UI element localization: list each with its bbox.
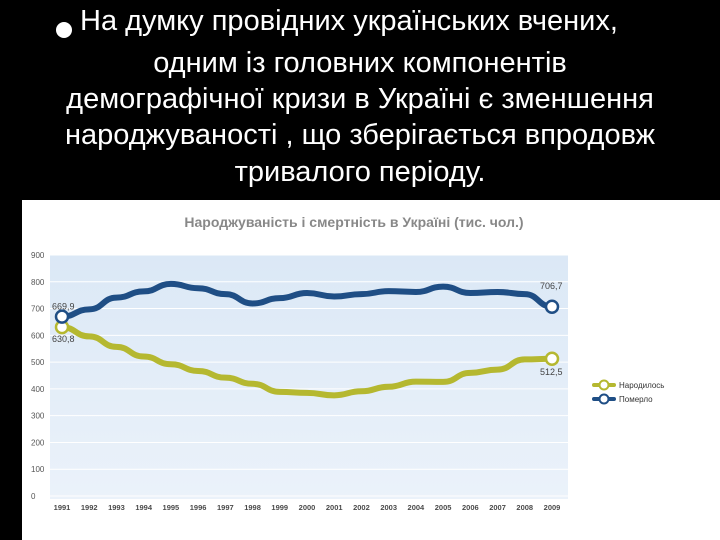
legend-marker [598,393,610,405]
y-tick-label: 0 [31,492,36,501]
x-tick-label: 2004 [408,503,426,512]
grid-lines [50,254,568,497]
y-axis-ticks: 900 800 700 600 500 400 300 200 100 0 [31,251,45,501]
x-tick-label: 1994 [135,503,153,512]
slide-text-line-4: народжуваності , що зберігається впродов… [64,119,656,151]
x-tick-label: 2007 [489,503,506,512]
chart-title: Народжуваність і смертність в Україні (т… [184,214,523,230]
x-tick-label: 2002 [353,503,370,512]
bullet-dot-icon [56,22,72,38]
legend: Народилось Померло [592,379,664,405]
x-tick-label: 2009 [544,503,561,512]
chart-panel: Народжуваність і смертність в Україні (т… [22,200,720,540]
slide-text-line-2: одним із головних компонентів [153,47,567,79]
end-value-label: 706,7 [540,281,563,291]
legend-label: Народилось [619,381,664,390]
x-axis-ticks: 1991 1992 1993 1994 1995 1996 1997 1998 1999 2000… [54,503,561,512]
end-value-label: 512,5 [540,367,563,377]
chart-svg: Народжуваність і смертність в Україні (т… [31,214,664,512]
y-tick-label: 900 [31,251,45,260]
y-tick-label: 800 [31,278,45,287]
series-layer [54,280,560,399]
slide-text-line-3: демографічної кризи в Україні є зменшенн… [66,83,654,115]
x-tick-label: 2001 [326,503,343,512]
x-tick-label: 2006 [462,503,479,512]
legend-marker [598,379,610,391]
start-value-label: 630,8 [52,334,75,344]
y-tick-label: 600 [31,331,45,340]
endpoint-marker [54,309,70,324]
x-tick-label: 2003 [380,503,397,512]
y-tick-label: 100 [31,465,45,474]
endpoint-marker [544,299,560,315]
x-tick-label: 1998 [244,503,261,512]
y-tick-label: 400 [31,385,45,394]
x-tick-label: 2008 [516,503,533,512]
data-labels: 630,8 512,5 669,9 706,7 [52,281,563,377]
y-tick-label: 300 [31,412,45,421]
slide-text: На думку провідних українських вчених, о… [0,0,720,200]
x-tick-label: 2000 [299,503,316,512]
start-value-label: 669,9 [52,302,75,312]
slide-text-line-5: тривалого періоду. [234,156,486,188]
x-tick-label: 1997 [217,503,234,512]
y-tick-label: 700 [31,305,45,314]
x-tick-label: 1993 [108,503,125,512]
endpoint-marker [544,351,560,367]
slide-text-line-1: На думку провідних українських вчених, [80,5,618,37]
x-tick-label: 2005 [435,503,452,512]
x-tick-label: 1999 [271,503,288,512]
x-tick-label: 1992 [81,503,98,512]
y-tick-label: 500 [31,358,45,367]
legend-label: Померло [619,395,653,404]
x-tick-label: 1995 [163,503,180,512]
x-tick-label: 1996 [190,503,207,512]
x-tick-label: 1991 [54,503,71,512]
y-tick-label: 200 [31,438,45,447]
